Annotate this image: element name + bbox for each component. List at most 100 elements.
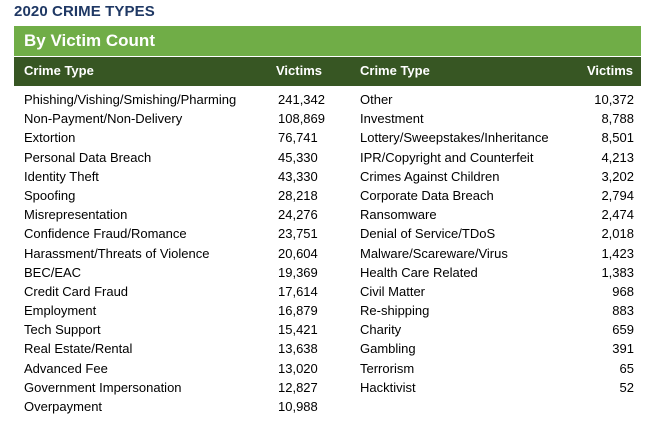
- victims-cell: 2,794: [601, 187, 634, 203]
- table-row: Employment 16,879: [24, 301, 344, 320]
- header-crime-type-left: Crime Type: [24, 63, 94, 78]
- crime-type-cell: Malware/Scareware/Virus: [360, 245, 508, 261]
- crime-type-cell: Corporate Data Breach: [360, 187, 494, 203]
- victims-cell: 4,213: [601, 149, 634, 165]
- table-row: Identity Theft 43,330: [24, 167, 344, 186]
- victims-cell: 8,501: [601, 130, 634, 146]
- victims-cell: 20,604: [278, 245, 318, 261]
- victims-cell: 1,383: [601, 264, 634, 280]
- table-row: Non-Payment/Non-Delivery 108,869: [24, 109, 344, 128]
- crime-type-cell: Real Estate/Rental: [24, 341, 133, 357]
- victims-cell: 52: [619, 379, 634, 395]
- victims-cell: 108,869: [278, 111, 325, 127]
- victims-cell: 10,372: [594, 92, 634, 107]
- victims-cell: 883: [612, 303, 634, 319]
- header-crime-type-right: Crime Type: [360, 63, 430, 78]
- table-row: Health Care Related 1,383: [360, 263, 634, 282]
- table-row: BEC/EAC 19,369: [24, 263, 344, 282]
- table-row: Other 10,372: [360, 90, 634, 109]
- table-row: Terrorism 65: [360, 359, 634, 378]
- table-row: Re-shipping 883: [360, 301, 634, 320]
- table-row: Spoofing 28,218: [24, 186, 344, 205]
- table-row: Tech Support 15,421: [24, 320, 344, 339]
- page-title: 2020 CRIME TYPES: [14, 3, 155, 20]
- left-column: Phishing/Vishing/Smishing/Pharming 241,34…: [24, 90, 344, 416]
- crime-type-cell: Spoofing: [24, 187, 76, 203]
- table-row: Credit Card Fraud 17,614: [24, 282, 344, 301]
- crime-type-cell: Advanced Fee: [24, 360, 108, 376]
- header-victims-right: Victims: [586, 63, 633, 78]
- victims-cell: 17,614: [278, 283, 318, 299]
- table-row: Lottery/Sweepstakes/Inheritance 8,501: [360, 128, 634, 147]
- victims-cell: 241,342: [278, 92, 325, 107]
- victims-cell: 10,988: [278, 399, 318, 414]
- crime-type-cell: Gambling: [360, 341, 416, 357]
- table-row: Malware/Scareware/Virus 1,423: [360, 244, 634, 263]
- table-row: Crimes Against Children 3,202: [360, 167, 634, 186]
- crime-type-cell: Civil Matter: [360, 283, 426, 299]
- victims-cell: 12,827: [278, 379, 318, 395]
- victims-cell: 1,423: [601, 245, 634, 261]
- victims-cell: 13,638: [278, 341, 318, 357]
- crime-type-cell: Charity: [360, 322, 402, 338]
- victims-cell: 3,202: [601, 168, 634, 184]
- table-row: Harassment/Threats of Violence 20,604: [24, 244, 344, 263]
- crime-type-cell: Health Care Related: [360, 264, 478, 280]
- table-header: Crime Type Victims Crime Type Victims: [14, 57, 641, 86]
- table-row: IPR/Copyright and Counterfeit 4,213: [360, 148, 634, 167]
- crime-type-cell: Lottery/Sweepstakes/Inheritance: [360, 130, 549, 146]
- table-row: Charity 659: [360, 320, 634, 339]
- victims-cell: 391: [612, 341, 634, 357]
- section-banner: By Victim Count: [14, 26, 641, 56]
- crime-type-cell: Confidence Fraud/Romance: [24, 226, 187, 242]
- table-row: Government Impersonation 12,827: [24, 378, 344, 397]
- table-row: Phishing/Vishing/Smishing/Pharming 241,34…: [24, 90, 344, 109]
- victims-cell: 28,218: [278, 187, 318, 203]
- victims-cell: 659: [612, 322, 634, 338]
- victims-cell: 2,018: [601, 226, 634, 242]
- crime-type-cell: Overpayment: [24, 399, 103, 414]
- crime-type-cell: Harassment/Threats of Violence: [24, 245, 210, 261]
- crime-type-cell: Phishing/Vishing/Smishing/Pharming: [24, 92, 237, 107]
- table-row: Investment 8,788: [360, 109, 634, 128]
- table-row: Advanced Fee 13,020: [24, 359, 344, 378]
- crime-type-cell: Misrepresentation: [24, 207, 128, 223]
- crime-type-cell: Identity Theft: [24, 168, 99, 184]
- crime-type-cell: Investment: [360, 111, 424, 127]
- crime-type-cell: Hacktivist: [360, 379, 416, 395]
- crime-type-cell: Ransomware: [360, 207, 437, 223]
- crime-type-cell: Crimes Against Children: [360, 168, 500, 184]
- victims-cell: 968: [612, 283, 634, 299]
- victims-cell: 43,330: [278, 168, 318, 184]
- table-row: Hacktivist 52: [360, 378, 634, 397]
- crime-type-cell: Denial of Service/TDoS: [360, 226, 496, 242]
- victims-cell: 24,276: [278, 207, 318, 223]
- table-row: Personal Data Breach 45,330: [24, 148, 344, 167]
- table-row: Ransomware 2,474: [360, 205, 634, 224]
- crime-type-cell: Re-shipping: [360, 303, 430, 319]
- crime-type-cell: Terrorism: [360, 360, 415, 376]
- table-row: Misrepresentation 24,276: [24, 205, 344, 224]
- table-row: Gambling 391: [360, 339, 634, 358]
- victims-cell: 45,330: [278, 149, 318, 165]
- table-row: Extortion 76,741: [24, 128, 344, 147]
- crime-type-cell: Credit Card Fraud: [24, 283, 129, 299]
- header-victims-left: Victims: [276, 63, 323, 78]
- victims-cell: 76,741: [278, 130, 318, 146]
- crime-type-cell: Non-Payment/Non-Delivery: [24, 111, 183, 127]
- victims-cell: 65: [619, 360, 634, 376]
- crime-type-cell: BEC/EAC: [24, 264, 82, 280]
- table-row: Overpayment 10,988: [24, 397, 344, 416]
- table-row: Corporate Data Breach 2,794: [360, 186, 634, 205]
- right-column: Other 10,372 Investment 8,788 Lottery/Sweeps…: [360, 90, 634, 397]
- table-row: Denial of Service/TDoS 2,018: [360, 224, 634, 243]
- victims-cell: 8,788: [601, 111, 634, 127]
- table-row: Real Estate/Rental 13,638: [24, 339, 344, 358]
- crime-type-cell: Personal Data Breach: [24, 149, 152, 165]
- crime-type-cell: Extortion: [24, 130, 76, 146]
- crime-type-cell: Government Impersonation: [24, 379, 182, 395]
- victims-cell: 19,369: [278, 264, 318, 280]
- table-row: Confidence Fraud/Romance 23,751: [24, 224, 344, 243]
- crime-type-cell: IPR/Copyright and Counterfeit: [360, 149, 534, 165]
- victims-cell: 2,474: [601, 207, 634, 223]
